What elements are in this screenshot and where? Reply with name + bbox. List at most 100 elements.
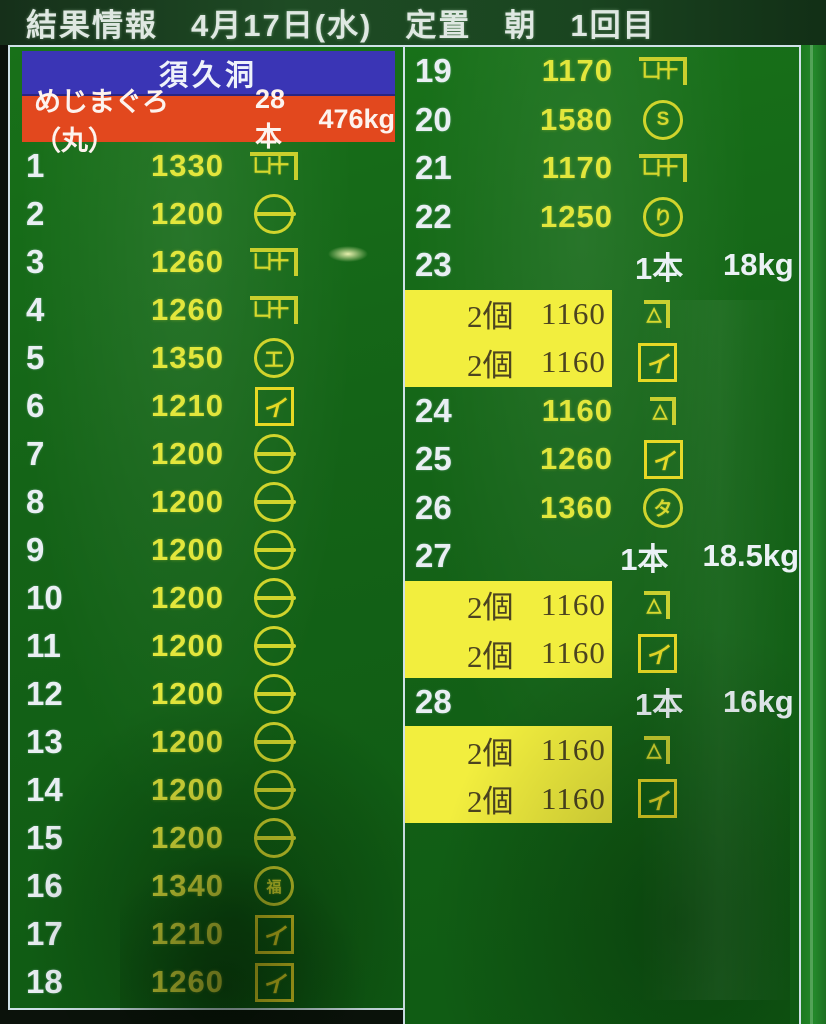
price-value: 1170 (541, 53, 613, 89)
lot-row: 5 1350 工 (10, 334, 403, 382)
pieces-count: 2個 (467, 590, 514, 626)
boxed-i-buyer-mark: イ (248, 386, 300, 426)
price-value: 1360 (540, 489, 613, 525)
lot-number: 15 (26, 819, 63, 856)
left-result-panel: 須久洞 めじまぐろ（丸） 28本 476kg 1 1330 凵十 2 1200 3 1260… (8, 45, 403, 1010)
lot-row: 23 1本 18kg (405, 241, 799, 290)
lot-row: 16 1340 福 (10, 862, 403, 910)
circled-fuku-buyer-mark: 福 (248, 866, 300, 906)
highlight-background (405, 580, 612, 629)
lot-number: 26 (415, 488, 452, 526)
light-glare-spot (328, 246, 368, 262)
highlight-background (405, 629, 612, 678)
lot-number: 7 (26, 435, 45, 472)
page-title: 結果情報 4月17日(水) 定置 朝 1回目 (26, 8, 656, 43)
right-lot-list: 19 1170 凵十 20 1580 S 21 1170 凵十 22 1250 り 23 1本 18kg 2個… (405, 47, 799, 823)
price-value: 1260 (151, 292, 224, 327)
bar-stroke (254, 788, 296, 792)
lot-number: 19 (415, 52, 452, 90)
circled-ri-buyer-mark: り (637, 196, 689, 237)
bar-stroke (254, 644, 296, 648)
bar-stroke (254, 692, 296, 696)
price-value: 1160 (541, 586, 606, 622)
fish-count: 1本 (635, 250, 684, 286)
price-value: 1170 (541, 150, 613, 186)
bar-stroke (254, 740, 296, 744)
circled-ko-buyer-mark: 工 (248, 338, 300, 378)
lot-number: 13 (26, 723, 63, 760)
kane-triangle-buyer-mark: △ (631, 299, 683, 328)
left-lot-list: 1 1330 凵十 2 1200 3 1260 凵十 4 1260 凵十 5 1350 工 6 1210 イ 7 1… (10, 142, 403, 1008)
circled-bar-buyer-mark (248, 434, 300, 474)
right-result-panel: 19 1170 凵十 20 1580 S 21 1170 凵十 22 1250 り 23 1本 18kg 2個… (403, 45, 801, 1024)
price-value: 1200 (151, 772, 224, 807)
boxed-i-buyer-mark: イ (248, 962, 300, 1002)
lot-row: 27 1本 18.5kg (405, 532, 799, 581)
highlight-sub-row: 2個 1160 イ (405, 774, 799, 823)
price-value: 1210 (151, 916, 224, 951)
screen-right-edge (801, 45, 826, 1024)
price-value: 1160 (541, 732, 606, 768)
price-value: 1160 (541, 344, 606, 380)
price-value: 1200 (151, 580, 224, 615)
price-value: 1200 (151, 196, 224, 231)
station-name: 須久洞 (158, 59, 258, 92)
kane-ke-buyer-mark: 凵十 (248, 296, 300, 324)
price-value: 1330 (151, 148, 224, 183)
fish-count: 1本 (620, 541, 669, 577)
kane-ke-buyer-mark: 凵十 (637, 154, 689, 183)
lot-row: 12 1200 (10, 670, 403, 718)
lot-number: 8 (26, 483, 45, 520)
lot-row: 7 1200 (10, 430, 403, 478)
circled-s-buyer-mark: S (637, 99, 689, 140)
price-value: 1200 (151, 436, 224, 471)
weight-value: 18kg (723, 247, 794, 283)
weight-value: 18.5kg (702, 538, 800, 574)
highlight-background (405, 338, 612, 387)
boxed-i-buyer-mark: イ (631, 342, 683, 382)
lot-number: 27 (415, 537, 452, 575)
lot-number: 18 (26, 963, 63, 1000)
price-value: 1160 (541, 295, 606, 331)
lot-row: 13 1200 (10, 718, 403, 766)
circled-bar-buyer-mark (248, 482, 300, 522)
lot-row: 1 1330 凵十 (10, 142, 403, 190)
lot-number: 28 (415, 682, 452, 720)
circled-bar-buyer-mark (248, 818, 300, 858)
lot-number: 11 (26, 627, 61, 664)
lot-number: 16 (26, 867, 63, 904)
pieces-count: 2個 (467, 735, 514, 771)
lot-row: 9 1200 (10, 526, 403, 574)
bar-stroke (254, 212, 296, 216)
species-label: めじまぐろ（丸） (34, 87, 169, 156)
highlight-background (405, 726, 612, 775)
lot-number: 1 (26, 147, 45, 184)
lot-row: 21 1170 凵十 (405, 144, 799, 193)
price-value: 1160 (541, 635, 606, 671)
lot-number: 22 (415, 197, 452, 235)
kane-ke-buyer-mark: 凵十 (248, 248, 300, 276)
bar-stroke (254, 836, 296, 840)
lot-row: 18 1260 イ (10, 958, 403, 1006)
price-value: 1200 (151, 820, 224, 855)
circled-bar-buyer-mark (248, 626, 300, 666)
header-strip: 結果情報 4月17日(水) 定置 朝 1回目 (0, 0, 826, 45)
price-value: 1250 (540, 198, 613, 234)
circled-ta-buyer-mark: タ (637, 487, 689, 528)
lot-number: 25 (415, 440, 452, 478)
bar-stroke (254, 500, 296, 504)
fish-count: 1本 (635, 687, 684, 723)
kane-triangle-buyer-mark: △ (631, 736, 683, 765)
lot-row: 17 1210 イ (10, 910, 403, 958)
price-value: 1210 (151, 388, 224, 423)
lot-number: 24 (415, 391, 452, 429)
lot-number: 2 (26, 195, 45, 232)
lot-row: 2 1200 (10, 190, 403, 238)
circled-bar-buyer-mark (248, 194, 300, 234)
lot-row: 15 1200 (10, 814, 403, 862)
price-value: 1200 (151, 628, 224, 663)
price-value: 1260 (151, 964, 224, 999)
lot-number: 10 (26, 579, 63, 616)
lot-number: 3 (26, 243, 45, 280)
